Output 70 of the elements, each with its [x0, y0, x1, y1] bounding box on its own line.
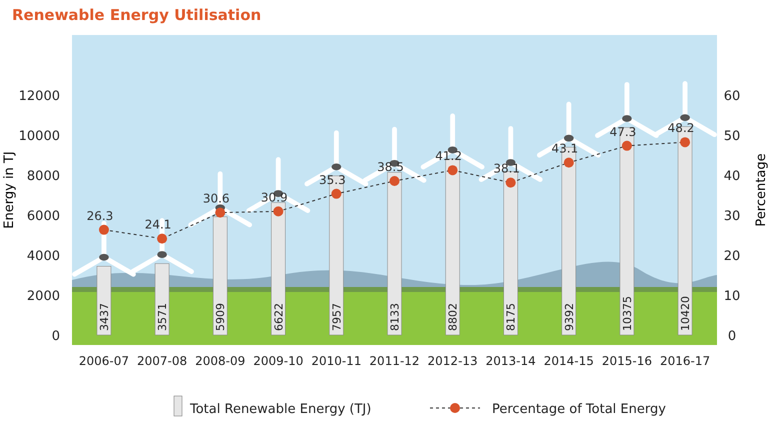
point: [98, 224, 109, 235]
y-tick-label: 0: [52, 329, 60, 344]
x-tick-label: 2013-14: [486, 354, 536, 368]
data-label: 6622: [272, 303, 286, 331]
data-label: 8802: [446, 303, 460, 331]
x-tick-label: 2010-11: [311, 354, 362, 368]
data-label: 10375: [620, 296, 634, 331]
legend-label: Total Renewable Energy (TJ): [189, 402, 372, 417]
y-tick-label: 2000: [26, 289, 60, 304]
data-label: 41.2: [435, 149, 462, 164]
point: [215, 208, 226, 218]
data-label: 47.3: [610, 124, 636, 139]
point: [273, 206, 284, 216]
x-tick-label: 2008-09: [195, 354, 246, 368]
y-tick-label: 12000: [18, 89, 60, 104]
y-tick-label: 6000: [26, 209, 60, 224]
y2-tick-label: 30: [724, 209, 740, 224]
x-tick-label: 2007-08: [136, 354, 188, 368]
x-tick-label: 2012-13: [428, 354, 478, 368]
bar: [445, 158, 460, 336]
y-tick-label: 10000: [18, 129, 60, 144]
bar: [154, 263, 170, 336]
point: [506, 178, 516, 188]
y-tick-label: 8000: [26, 169, 60, 184]
point: [331, 188, 342, 199]
data-label: 35.3: [319, 172, 346, 187]
y2-tick-label: 50: [724, 129, 740, 144]
x-tick-label: 2016-17: [660, 354, 710, 368]
y-axis-title: Energy in TJ: [2, 151, 17, 229]
bar: [212, 216, 228, 336]
data-label: 30.6: [202, 192, 230, 206]
data-label: 30.9: [260, 190, 288, 204]
bar: [96, 266, 112, 336]
data-label: 8133: [388, 303, 402, 331]
data-label: 24.1: [144, 218, 172, 232]
data-label: 43.1: [551, 142, 578, 156]
x-tick-label: 2015-16: [602, 354, 652, 368]
x-tick-label: 2006-07: [78, 354, 130, 368]
bar: [503, 171, 518, 336]
point: [564, 158, 574, 168]
data-label: 38.1: [493, 162, 520, 176]
x-tick-label: 2014-15: [544, 354, 594, 368]
data-label: 48.2: [668, 121, 694, 136]
data-label: 26.3: [86, 208, 114, 223]
x-tick-label: 2009-10: [253, 354, 304, 368]
y2-axis-title: Percentage: [754, 153, 769, 227]
chart-title: Renewable Energy Utilisation: [12, 6, 262, 24]
point: [390, 176, 400, 186]
y2-tick-label: 60: [724, 89, 740, 104]
data-label: 8175: [504, 303, 518, 331]
bar: [387, 172, 402, 336]
data-label: 3437: [98, 303, 111, 331]
data-label: 9392: [562, 303, 576, 331]
y-tick-label: 4000: [26, 249, 60, 264]
point: [680, 137, 690, 148]
point: [448, 165, 458, 176]
data-label: 5909: [214, 303, 228, 331]
y2-tick-label: 40: [724, 169, 740, 184]
y2-tick-label: 20: [724, 249, 740, 264]
bar: [271, 202, 286, 336]
legend-label: Percentage of Total Energy: [492, 402, 666, 417]
data-label: 10420: [679, 296, 692, 331]
data-label: 3571: [156, 303, 170, 331]
x-tick-label: 2011-12: [369, 354, 420, 368]
y2-tick-label: 0: [728, 329, 736, 344]
point: [157, 234, 168, 244]
data-label: 7957: [330, 303, 344, 331]
y2-tick-label: 10: [724, 289, 740, 304]
point: [622, 140, 632, 151]
data-label: 38.5: [377, 160, 404, 174]
